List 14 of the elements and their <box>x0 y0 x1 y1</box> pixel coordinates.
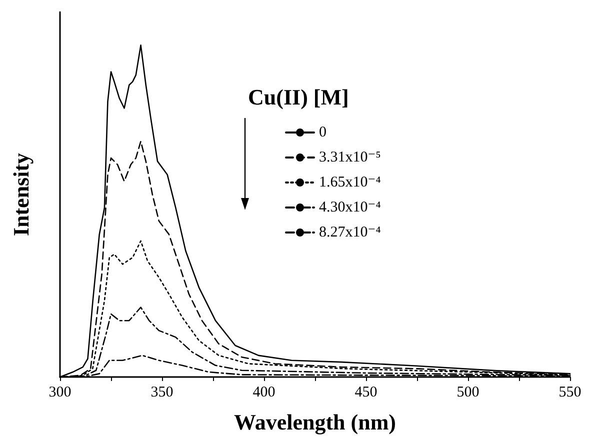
x-tick-label: 550 <box>558 384 582 400</box>
x-tick-label: 450 <box>354 384 378 400</box>
x-tick-label: 300 <box>48 384 72 400</box>
legend-label: 4.30x10⁻⁴ <box>319 200 381 216</box>
y-axis-title: Intensity <box>8 152 34 236</box>
legend-title: Cu(II) [M] <box>248 84 349 110</box>
x-tick-label: 500 <box>456 384 480 400</box>
x-tick-label: 400 <box>252 384 276 400</box>
x-tick-label: 350 <box>150 384 174 400</box>
legend-label: 3.31x10⁻⁵ <box>319 150 381 166</box>
x-axis-title: Wavelength (nm) <box>234 410 396 434</box>
legend-label: 8.27x10⁻⁴ <box>319 224 381 240</box>
legend-label: 1.65x10⁻⁴ <box>319 174 381 190</box>
legend-label: 0 <box>319 124 326 140</box>
